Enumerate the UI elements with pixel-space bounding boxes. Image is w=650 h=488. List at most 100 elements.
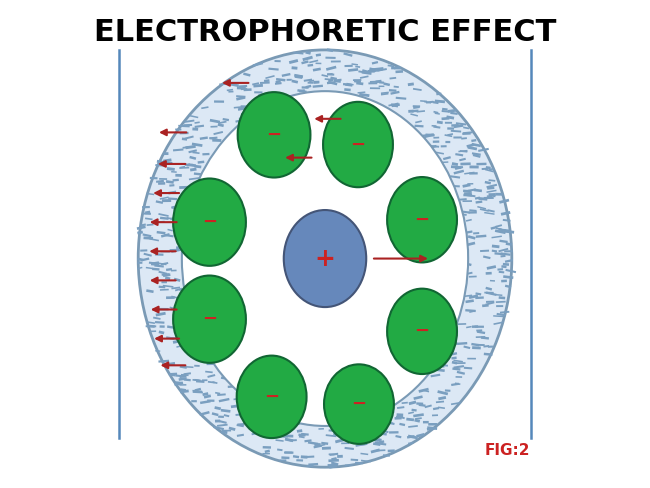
- Bar: [160, 217, 169, 220]
- Bar: [476, 163, 486, 165]
- Bar: [278, 421, 285, 424]
- Bar: [158, 308, 168, 310]
- Bar: [187, 197, 195, 200]
- Bar: [218, 121, 227, 124]
- Bar: [155, 164, 164, 166]
- Bar: [159, 360, 169, 363]
- Bar: [466, 263, 472, 266]
- Bar: [387, 449, 395, 452]
- Bar: [256, 431, 263, 434]
- Bar: [330, 453, 338, 456]
- Bar: [215, 420, 220, 423]
- Bar: [140, 249, 148, 252]
- Bar: [244, 407, 250, 410]
- Bar: [316, 53, 321, 57]
- Bar: [239, 117, 249, 120]
- Bar: [181, 328, 187, 331]
- Bar: [234, 106, 244, 108]
- Bar: [439, 362, 446, 365]
- Bar: [488, 346, 493, 348]
- Bar: [427, 427, 434, 431]
- Bar: [173, 148, 183, 151]
- Bar: [327, 81, 335, 84]
- Bar: [268, 67, 279, 71]
- Bar: [489, 194, 496, 197]
- Bar: [341, 443, 349, 444]
- Bar: [202, 153, 209, 156]
- Bar: [153, 261, 159, 265]
- Bar: [158, 182, 165, 185]
- Bar: [443, 156, 451, 160]
- Bar: [210, 119, 220, 123]
- Bar: [163, 161, 172, 164]
- Bar: [171, 296, 179, 299]
- Bar: [407, 435, 415, 439]
- Bar: [413, 395, 423, 400]
- Bar: [229, 427, 235, 431]
- Bar: [469, 165, 478, 168]
- Bar: [301, 433, 309, 436]
- Bar: [304, 439, 311, 443]
- Bar: [175, 374, 185, 377]
- Bar: [389, 77, 396, 80]
- Bar: [447, 133, 453, 136]
- Bar: [345, 84, 352, 87]
- Bar: [313, 81, 319, 84]
- Bar: [184, 124, 192, 126]
- Bar: [212, 412, 218, 416]
- Bar: [454, 137, 462, 139]
- Bar: [391, 67, 401, 69]
- Bar: [481, 336, 489, 340]
- Bar: [375, 440, 384, 445]
- Bar: [275, 420, 281, 423]
- Bar: [445, 141, 450, 143]
- Bar: [489, 179, 495, 182]
- Bar: [304, 79, 312, 82]
- Bar: [447, 115, 454, 120]
- Bar: [161, 251, 170, 253]
- Bar: [416, 433, 424, 438]
- Bar: [194, 165, 202, 168]
- Bar: [207, 400, 214, 402]
- Bar: [308, 441, 318, 445]
- Bar: [244, 107, 254, 110]
- Bar: [306, 85, 311, 88]
- Bar: [408, 435, 418, 439]
- Bar: [237, 403, 243, 406]
- Bar: [413, 413, 424, 417]
- Bar: [471, 139, 476, 142]
- Bar: [168, 198, 177, 200]
- Bar: [281, 95, 289, 99]
- Bar: [301, 61, 309, 64]
- Bar: [469, 211, 477, 214]
- Bar: [388, 102, 398, 106]
- Bar: [149, 325, 155, 328]
- Bar: [253, 62, 263, 67]
- Bar: [297, 89, 307, 93]
- Bar: [258, 93, 266, 97]
- Bar: [174, 382, 183, 386]
- Bar: [328, 81, 337, 85]
- Bar: [331, 462, 339, 466]
- Bar: [395, 417, 402, 420]
- Bar: [159, 285, 165, 288]
- Bar: [370, 81, 380, 83]
- Bar: [176, 246, 181, 249]
- Bar: [486, 272, 492, 275]
- Bar: [207, 363, 216, 365]
- Bar: [328, 459, 339, 462]
- Bar: [459, 198, 467, 201]
- Ellipse shape: [237, 356, 307, 438]
- Bar: [321, 74, 328, 77]
- Bar: [384, 411, 395, 415]
- Bar: [296, 75, 302, 77]
- Bar: [218, 420, 227, 424]
- Bar: [489, 168, 495, 170]
- Bar: [142, 258, 150, 261]
- Bar: [194, 122, 200, 124]
- Bar: [175, 128, 181, 130]
- Bar: [486, 287, 492, 291]
- Bar: [177, 235, 188, 240]
- Bar: [434, 151, 444, 155]
- Bar: [452, 361, 458, 365]
